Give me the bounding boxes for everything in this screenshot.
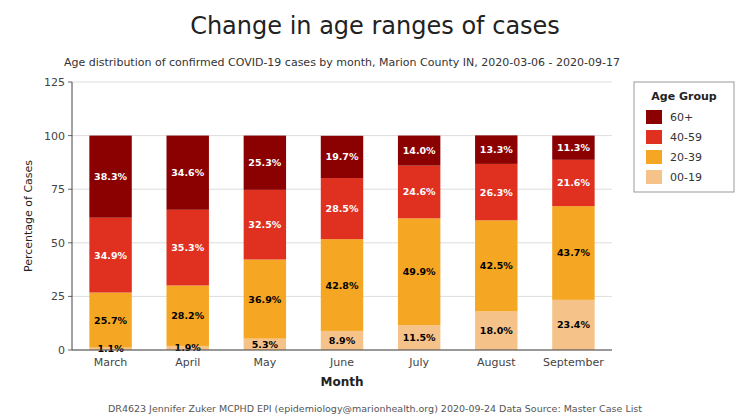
tick: [68, 82, 72, 83]
tick-label: June: [329, 356, 354, 369]
data-label: 1.9%: [175, 342, 202, 353]
tick-label: May: [253, 356, 276, 369]
data-label: 5.3%: [252, 339, 279, 350]
tick: [68, 135, 72, 136]
bar: [552, 300, 594, 350]
data-label: 11.3%: [557, 142, 590, 153]
subtitle: Age distribution of confirmed COVID-19 c…: [64, 56, 620, 69]
tick-label: 125: [44, 76, 65, 89]
bar: [552, 136, 594, 160]
legend-swatch: [646, 150, 662, 164]
footer: DR4623 Jennifer Zuker MCPHD EPI (epidemi…: [108, 403, 642, 414]
data-label: 25.3%: [248, 157, 281, 168]
y-axis: 0 25 50 75 100 125: [44, 76, 612, 357]
bar: [552, 206, 594, 300]
tick-label: 75: [51, 183, 65, 196]
bar: [244, 339, 286, 350]
legend-title: Age Group: [651, 90, 717, 103]
bar: [398, 325, 440, 350]
data-label: 34.6%: [171, 167, 204, 178]
data-label: 8.9%: [329, 335, 356, 346]
bar: [552, 160, 594, 206]
chart: Change in age ranges of cases Age distrib…: [0, 0, 750, 420]
data-label: 25.7%: [94, 315, 127, 326]
legend-box: [634, 82, 734, 192]
data-label: 49.9%: [403, 266, 436, 277]
legend-swatch: [646, 110, 662, 124]
y-axis-title: Percentage of Cases: [22, 160, 35, 272]
bar: [475, 311, 517, 350]
bar: [398, 136, 440, 166]
data-label: 28.5%: [326, 203, 359, 214]
title: Change in age ranges of cases: [190, 12, 560, 40]
grid-line: [72, 350, 612, 351]
tick-label: 25: [51, 290, 65, 303]
data-label: 23.4%: [557, 319, 590, 330]
data-label: 19.7%: [326, 151, 359, 162]
data-label: 13.3%: [480, 144, 513, 155]
legend-entry: 00-19: [670, 171, 702, 184]
legend-entry: 40-59: [670, 131, 702, 144]
data-label: 42.5%: [480, 260, 513, 271]
grid-line: [72, 82, 612, 83]
data-label: 21.6%: [557, 177, 590, 188]
bar: [167, 285, 209, 345]
bar: [475, 135, 517, 164]
data-label: 18.0%: [480, 325, 513, 336]
tick: [68, 296, 72, 297]
bar: [89, 136, 131, 218]
legend-swatch: [646, 170, 662, 184]
tick-label: 100: [44, 130, 65, 143]
bar: [244, 260, 286, 339]
data-label: 42.8%: [326, 280, 359, 291]
bar: [321, 239, 363, 331]
bar: [89, 293, 131, 348]
legend-entry: 20-39: [670, 151, 702, 164]
data-label: 35.3%: [171, 242, 204, 253]
tick-label: 0: [58, 344, 65, 357]
bar: [167, 136, 209, 210]
data-label: 34.9%: [94, 250, 127, 261]
data-label: 26.3%: [480, 187, 513, 198]
axis-line: [72, 82, 73, 350]
tick-label: September: [543, 356, 604, 369]
data-label: 36.9%: [248, 294, 281, 305]
bar: [244, 136, 286, 190]
tick: [68, 242, 72, 243]
tick: [68, 350, 72, 351]
bar: [321, 178, 363, 239]
bar: [89, 218, 131, 293]
bar: [398, 218, 440, 325]
legend: Age Group 60+ 40-59 20-39 00-19: [634, 82, 734, 192]
bar: [475, 164, 517, 220]
tick-label: July: [408, 356, 429, 369]
data-label: 43.7%: [557, 247, 590, 258]
data-label: 14.0%: [403, 145, 436, 156]
data-labels: 1.1% 1.9% 5.3% 8.9% 11.5% 18.0% 23.4% 25.7% 28.2…: [94, 142, 590, 354]
bar: [398, 166, 440, 219]
bar: [321, 136, 363, 178]
data-label: 11.5%: [403, 332, 436, 343]
data-label: 24.6%: [403, 186, 436, 197]
tick-label: April: [175, 356, 200, 369]
bar: [475, 220, 517, 311]
data-label: 28.2%: [171, 310, 204, 321]
bar: [321, 331, 363, 350]
tick-label: 50: [51, 237, 65, 250]
x-axis-title: Month: [320, 375, 363, 389]
legend-swatch: [646, 130, 662, 144]
tick: [68, 189, 72, 190]
bars: [89, 135, 594, 350]
x-axis: March April May June July August September: [72, 350, 612, 369]
data-label: 32.5%: [248, 219, 281, 230]
axis-line: [72, 350, 612, 351]
legend-entry: 60+: [670, 111, 693, 124]
tick-label: March: [94, 356, 128, 369]
data-label: 38.3%: [94, 171, 127, 182]
bar: [244, 190, 286, 260]
tick-label: August: [477, 356, 516, 369]
data-label: 1.1%: [97, 343, 124, 354]
bar: [167, 210, 209, 286]
